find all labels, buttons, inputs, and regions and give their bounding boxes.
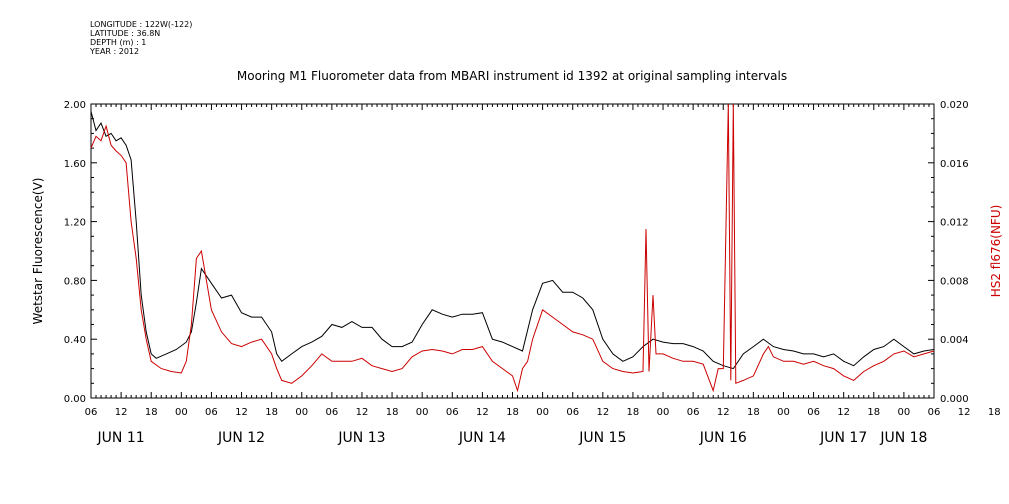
y2-tick-label: 0.008	[940, 276, 969, 287]
x-hour-label: 12	[717, 407, 730, 418]
y-tick-label: 0.00	[64, 394, 86, 405]
x-hour-label: 00	[657, 407, 670, 418]
x-hour-label: 12	[958, 407, 971, 418]
x-hour-label: 12	[837, 407, 850, 418]
x-hour-label: 18	[747, 407, 760, 418]
y2-axis-label: HS2 fl676(NFU)	[989, 205, 1003, 298]
x-hour-label: 00	[416, 407, 429, 418]
x-day-label: JUN 11	[97, 430, 145, 446]
x-hour-label: 00	[777, 407, 790, 418]
x-hour-label: 18	[506, 407, 519, 418]
x-hour-label: 00	[175, 407, 188, 418]
series-lines	[90, 103, 935, 393]
series-line-hs2	[90, 103, 935, 393]
x-hour-label: 06	[807, 407, 820, 418]
y2-tick-label: 0.000	[940, 394, 969, 405]
axis-ticks: 06 12 18 00 06 12 18 00 06 12 18 00 06 12 18 00 06 12 18 00…	[64, 100, 1001, 446]
x-day-label: JUN 18	[879, 430, 927, 446]
x-hour-label: 12	[115, 407, 128, 418]
x-hour-label: 18	[988, 407, 1001, 418]
x-hour-label: 06	[205, 407, 218, 418]
x-hour-label: 12	[476, 407, 489, 418]
x-hour-label: 06	[928, 407, 941, 418]
metadata-block: LONGITUDE : 122W(-122) LATITUDE : 36.8N …	[90, 20, 192, 56]
x-hour-label: 06	[566, 407, 579, 418]
x-hour-label: 18	[145, 407, 158, 418]
x-hour-label: 06	[85, 407, 98, 418]
x-hour-label: 06	[446, 407, 459, 418]
y2-tick-label: 0.012	[940, 218, 969, 229]
x-hour-label: 18	[386, 407, 399, 418]
x-hour-label: 06	[325, 407, 338, 418]
metadata-longitude: LONGITUDE : 122W(-122)	[90, 20, 193, 29]
x-hour-label: 00	[536, 407, 549, 418]
y-tick-label: 1.20	[64, 218, 86, 229]
x-hour-label: 18	[867, 407, 880, 418]
y-tick-label: 1.60	[64, 159, 86, 170]
x-day-label: JUN 16	[699, 430, 747, 446]
x-hour-label: 18	[265, 407, 278, 418]
y-axis-label: Wetstar Fluorescence(V)	[31, 178, 45, 325]
x-day-label: JUN 14	[458, 430, 506, 446]
y2-tick-label: 0.020	[940, 100, 969, 111]
x-hour-label: 12	[596, 407, 609, 418]
y2-tick-label: 0.016	[940, 159, 969, 170]
x-hour-label: 12	[235, 407, 248, 418]
x-day-label: JUN 15	[578, 430, 626, 446]
metadata-latitude: LATITUDE : 36.8N	[90, 29, 161, 38]
x-day-label: JUN 12	[217, 430, 265, 446]
y2-tick-label: 0.004	[940, 335, 969, 346]
metadata-depth: DEPTH (m) : 1	[90, 38, 147, 47]
x-hour-label: 00	[898, 407, 911, 418]
chart-title: Mooring M1 Fluorometer data from MBARI i…	[237, 69, 787, 83]
y-tick-label: 0.40	[64, 335, 86, 346]
metadata-year: YEAR : 2012	[90, 47, 140, 56]
x-hour-label: 06	[687, 407, 700, 418]
y-tick-label: 2.00	[64, 100, 86, 111]
x-day-label: JUN 17	[819, 430, 867, 446]
x-hour-label: 00	[295, 407, 308, 418]
x-hour-label: 18	[627, 407, 640, 418]
x-hour-label: 12	[356, 407, 369, 418]
y-tick-label: 0.80	[64, 276, 86, 287]
series-line-wetstar	[90, 111, 935, 370]
x-day-label: JUN 13	[337, 430, 385, 446]
